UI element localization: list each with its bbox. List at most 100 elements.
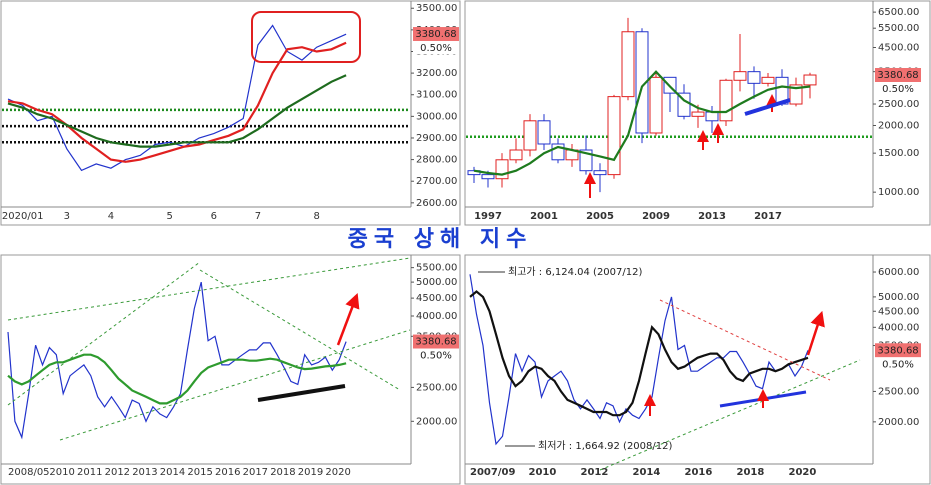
x-tick-label: 4 <box>108 211 114 222</box>
y-tick-label: 3500.00 <box>416 3 457 14</box>
y-tick-label: 2700.00 <box>416 176 457 187</box>
candle-body <box>579 149 593 172</box>
x-tick-label: 2015 <box>187 467 212 478</box>
arrow <box>806 310 825 356</box>
y-tick-label: 5500.00 <box>416 263 457 274</box>
trend-line <box>744 98 791 116</box>
x-tick-label: 2009 <box>642 211 670 222</box>
y-tick-label: 2800.00 <box>416 155 457 166</box>
x-tick-label: 2010 <box>49 467 74 478</box>
y-tick-label: 5500.00 <box>878 23 919 34</box>
y-tick-label: 6000.00 <box>878 267 919 278</box>
candle-body <box>705 111 719 122</box>
x-tick-label: 5 <box>167 211 173 222</box>
price-tag-label: 3380.68 <box>415 337 456 348</box>
x-tick-label: 2016 <box>215 467 240 478</box>
y-tick-label: 1500.00 <box>878 148 919 159</box>
price-tag-label: 3380.68 <box>415 29 456 40</box>
x-tick-label: 7 <box>255 211 261 222</box>
x-tick-label: 2007/09 <box>470 467 515 478</box>
candle-body <box>733 71 747 81</box>
candle-body <box>509 149 523 161</box>
x-tick-label: 2020/01 <box>2 211 44 222</box>
price-tag <box>413 334 459 349</box>
y-tick-label: 6500.00 <box>878 7 919 18</box>
price-tag <box>875 343 921 358</box>
change-label: 0.50% <box>882 359 914 370</box>
x-tick-label: 2012 <box>105 467 130 478</box>
candle-body <box>495 159 509 180</box>
x-tick-label: 2016 <box>685 467 713 478</box>
annotation: 최저가 : 1,664.92 (2008/12) <box>538 440 672 452</box>
y-tick-label: 4000.00 <box>878 322 919 333</box>
series-line <box>7 281 347 440</box>
channel-line <box>199 269 401 391</box>
x-tick-label: 2019 <box>298 467 323 478</box>
series-line <box>7 353 347 405</box>
y-tick-label: 2000.00 <box>878 417 919 428</box>
channel-line <box>599 359 861 471</box>
price-tag <box>875 68 921 83</box>
decorations <box>7 11 861 471</box>
channel-line <box>59 329 411 441</box>
change-tag <box>875 357 921 371</box>
channel-line <box>7 257 411 321</box>
x-tick-label: 2008/05 <box>8 467 50 478</box>
x-tick-label: 2001 <box>530 211 558 222</box>
y-tick-label: 2600.00 <box>416 198 457 209</box>
x-tick-label: 6 <box>211 211 217 222</box>
y-tick-label: 2000.00 <box>878 120 919 131</box>
y-tick-label: 2500.00 <box>416 382 457 393</box>
x-tick-label: 2010 <box>529 467 557 478</box>
page-title: 중국 상해 지수 <box>348 227 533 252</box>
x-tick-label: 2005 <box>586 211 614 222</box>
candle-body <box>537 120 551 145</box>
candle-body <box>719 79 733 122</box>
y-tick-label: 1000.00 <box>878 187 919 198</box>
y-tick-label: 4000.00 <box>416 311 457 322</box>
candle-body <box>761 76 775 84</box>
change-tag <box>413 348 459 362</box>
candle-body <box>593 170 607 176</box>
y-tick-label: 3000.00 <box>416 111 457 122</box>
panel-frame <box>0 254 461 485</box>
candle-body <box>607 96 621 176</box>
y-tick-label: 3100.00 <box>416 90 457 101</box>
y-tick-label: 2500.00 <box>878 99 919 110</box>
series-line <box>469 274 809 446</box>
x-tick-label: 1997 <box>474 211 502 222</box>
series-line <box>7 74 347 148</box>
y-tick-label: 5000.00 <box>416 277 457 288</box>
price-tag-label: 3380.68 <box>877 345 918 356</box>
candle-body <box>691 111 705 117</box>
y-tick-label: 2900.00 <box>416 133 457 144</box>
change-label: 0.50% <box>420 351 452 362</box>
annotation: 최고가 : 6,124.04 (2007/12) <box>508 266 642 278</box>
panel-frame <box>464 254 931 485</box>
x-tick-label: 2020 <box>789 467 817 478</box>
change-label: 0.50% <box>882 84 914 95</box>
arrow <box>336 292 360 346</box>
highlight-box <box>251 11 361 63</box>
channel-line <box>7 261 201 406</box>
series-line <box>473 70 811 176</box>
y-tick-label: 4500.00 <box>878 42 919 53</box>
x-tick-label: 2014 <box>160 467 185 478</box>
x-tick-label: 2013 <box>698 211 726 222</box>
x-tick-label: 2014 <box>633 467 661 478</box>
candle-body <box>747 71 761 84</box>
x-tick-label: 2020 <box>325 467 350 478</box>
candle-body <box>635 31 649 134</box>
price-tag <box>413 27 459 42</box>
panel-frame <box>0 0 461 226</box>
price-tag-label: 3380.68 <box>877 70 918 81</box>
trend-line <box>257 384 346 402</box>
candle-body <box>803 74 817 86</box>
candle-body <box>523 120 537 151</box>
plots: 2600.00 2700.00 2800.00 2900.00 3000.00 3100.… <box>2 3 921 478</box>
x-tick-label: 8 <box>314 211 320 222</box>
x-tick-label: 2018 <box>737 467 765 478</box>
x-tick-label: 3 <box>64 211 70 222</box>
y-tick-label: 3200.00 <box>416 68 457 79</box>
